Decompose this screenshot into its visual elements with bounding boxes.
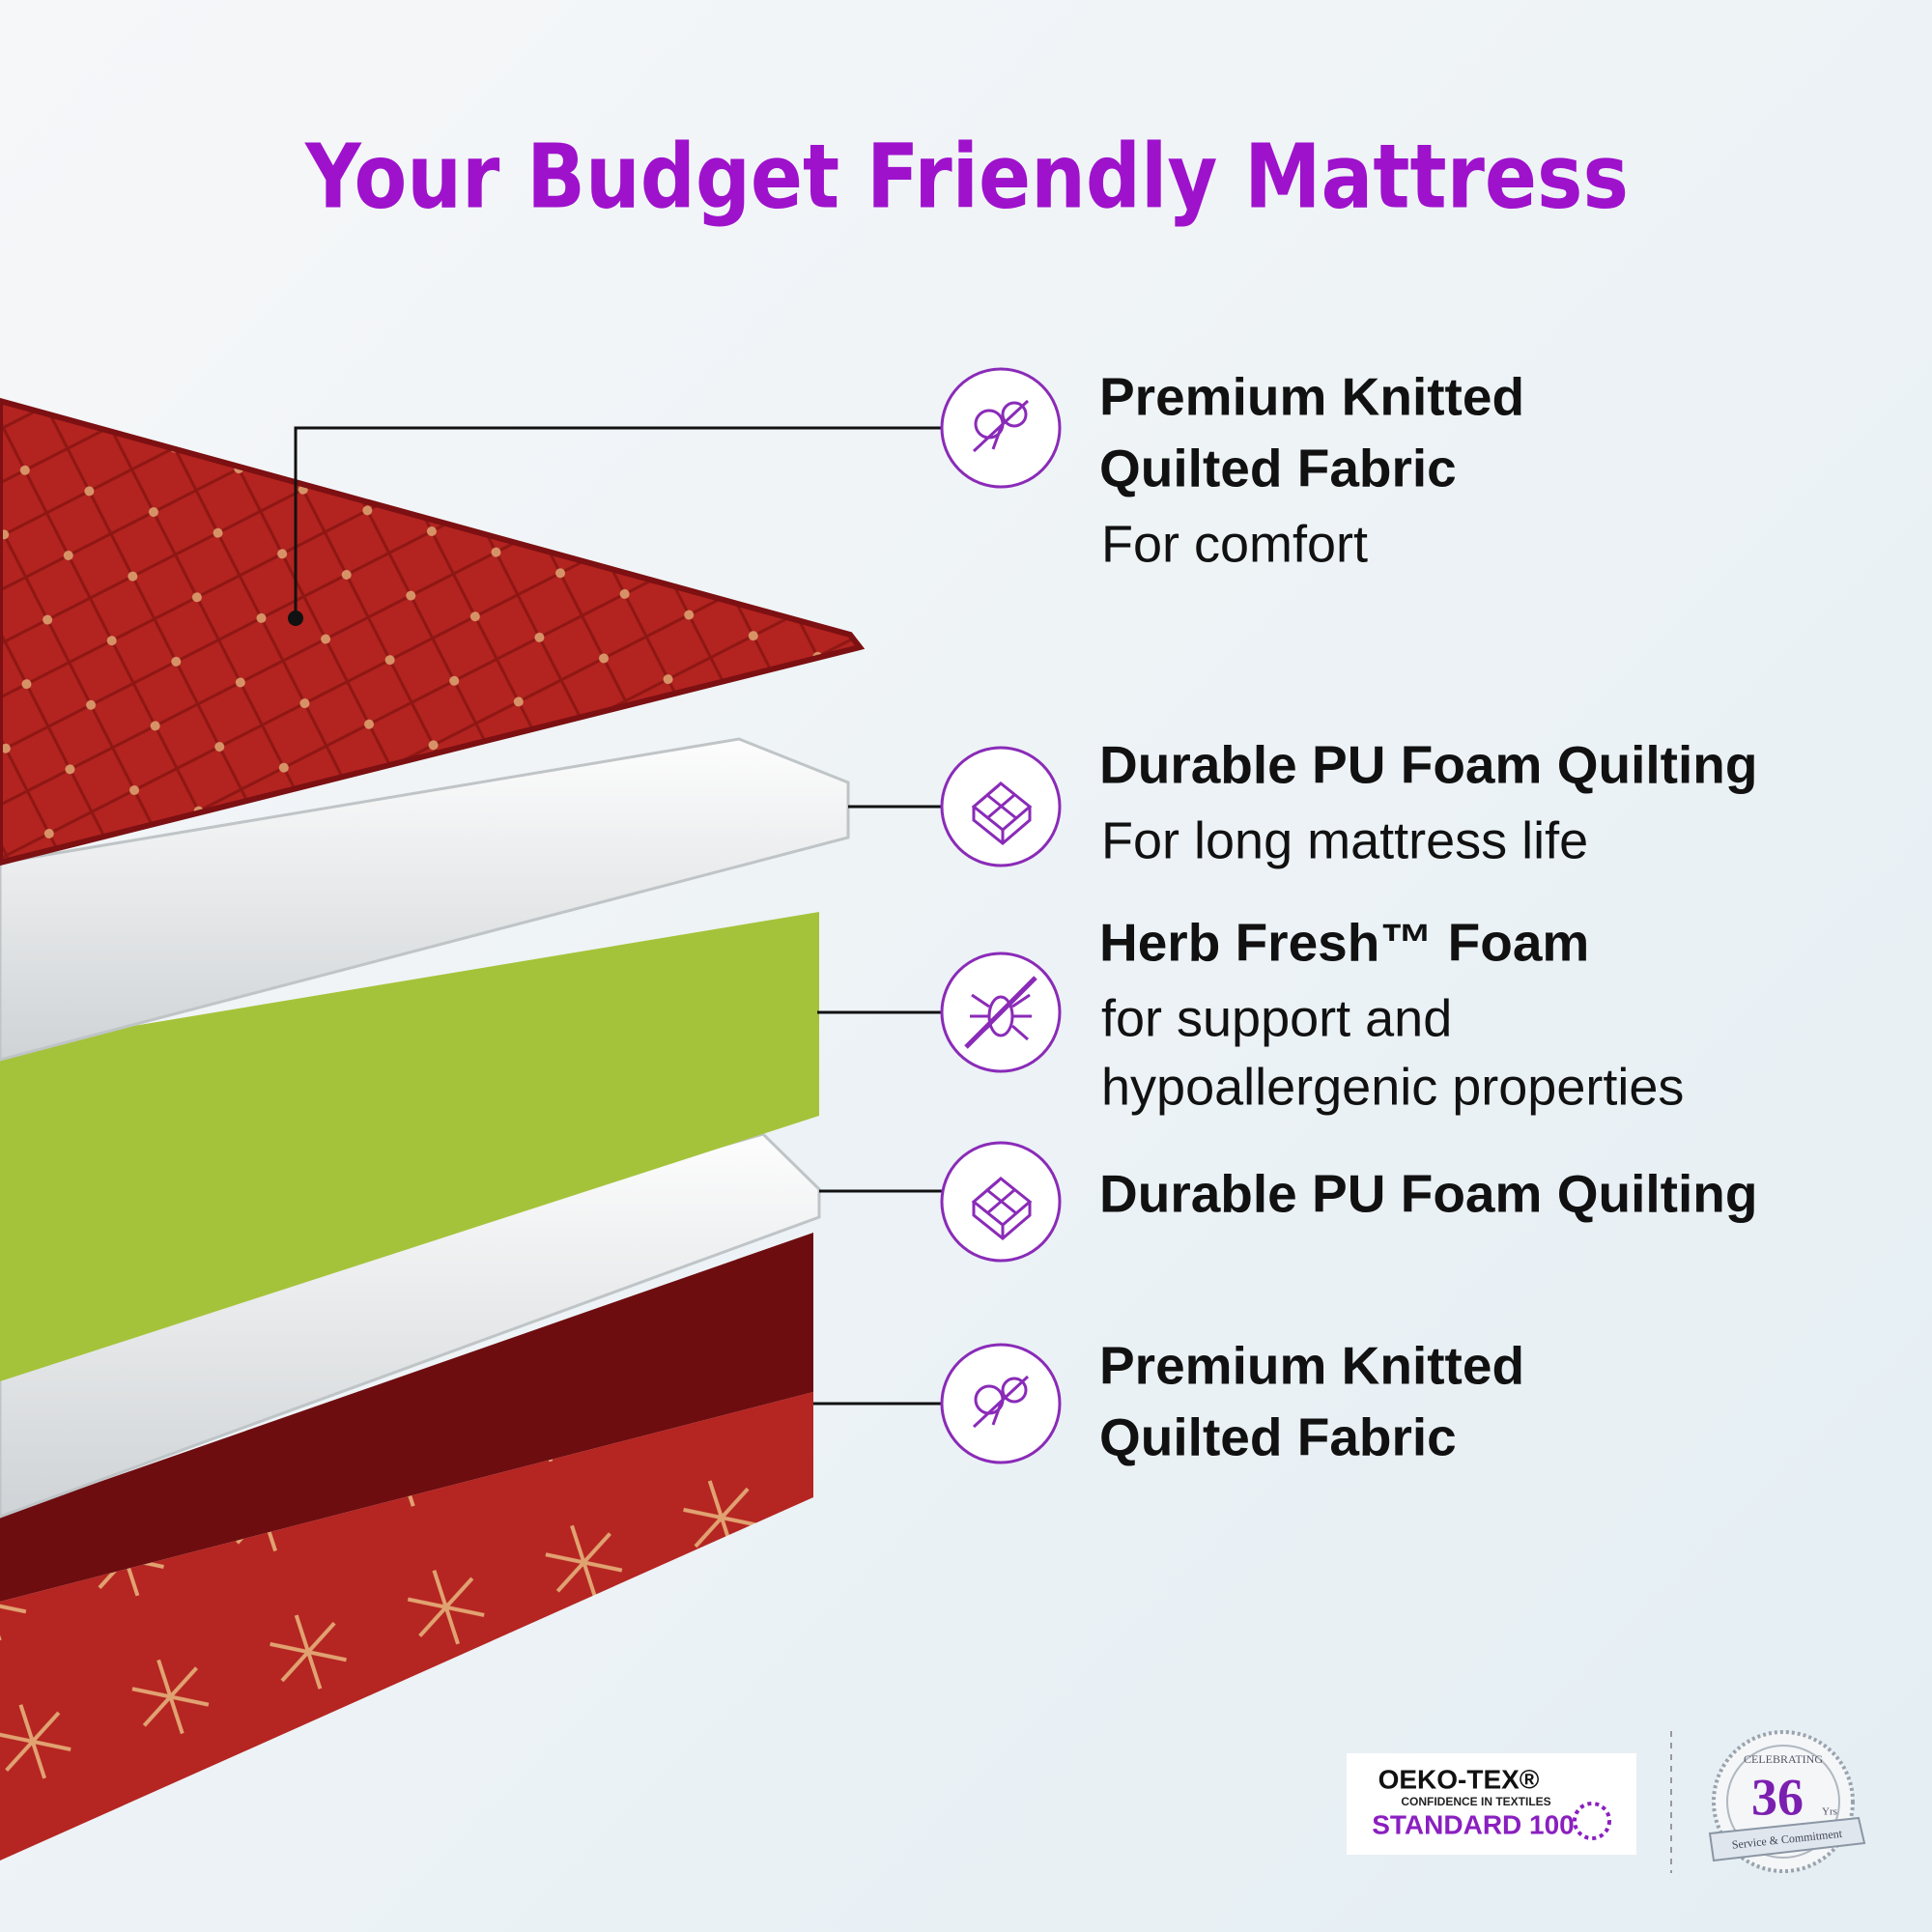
oeko-tex-icon <box>1573 1802 1611 1840</box>
seal-ribbon <box>1708 1816 1866 1862</box>
callouts: Premium Knitted Quilted Fabric For comfort… <box>288 367 1757 1467</box>
layer-title: Premium Knitted <box>1099 1336 1524 1396</box>
layer-icon <box>971 1177 1033 1240</box>
base-front <box>0 1392 813 1861</box>
layer-description: hypoallergenic properties <box>1101 1058 1684 1116</box>
leader-dot <box>288 611 303 626</box>
seal-ring <box>1726 1745 1840 1859</box>
layer-title: Quilted Fabric <box>1099 1407 1457 1467</box>
leader-line <box>294 426 942 618</box>
badges: OEKO-TEX® CONFIDENCE IN TEXTILES STANDAR… <box>1347 1730 1866 1873</box>
quilt-side <box>972 1202 1032 1240</box>
base-inner <box>0 1233 813 1602</box>
layer-icon <box>964 976 1037 1049</box>
seal-number: 36 <box>1751 1768 1804 1826</box>
oeko-tex-tagline: CONFIDENCE IN TEXTILES <box>1401 1795 1550 1808</box>
layer-description: For long mattress life <box>1101 811 1588 869</box>
top-fabric <box>0 397 866 867</box>
oeko-tex-standard: STANDARD 100 <box>1372 1809 1575 1839</box>
layer-title: Durable PU Foam Quilting <box>1099 735 1757 795</box>
mattress <box>0 397 866 1861</box>
layer-title: Durable PU Foam Quilting <box>1099 1164 1757 1224</box>
title: Your Budget Friendly Mattress <box>304 125 1629 228</box>
layer-title: Herb Fresh™ Foam <box>1099 913 1589 973</box>
quilt-side <box>972 807 1032 845</box>
cotton-stem <box>972 1375 1030 1429</box>
bug-slash <box>964 976 1037 1049</box>
oeko-tex-name: OEKO-TEX® <box>1378 1764 1540 1794</box>
cotton-ball <box>1001 1377 1028 1404</box>
cotton-ball <box>1001 401 1028 428</box>
foam-quilt-upper <box>0 737 850 1062</box>
green-foam <box>0 912 819 1381</box>
layer-description: For comfort <box>1101 515 1368 573</box>
layer-icon <box>971 781 1033 845</box>
layer-icon <box>972 399 1030 453</box>
layer-description: for support and <box>1101 989 1452 1047</box>
seal-unit: Yrs <box>1822 1806 1837 1818</box>
seal-top: CELEBRATING <box>1744 1752 1823 1766</box>
layer-title: Premium Knitted <box>1099 367 1524 427</box>
layer-icon <box>972 1375 1030 1429</box>
layer-title: Quilted Fabric <box>1099 439 1457 498</box>
cotton-stem <box>972 399 1030 453</box>
